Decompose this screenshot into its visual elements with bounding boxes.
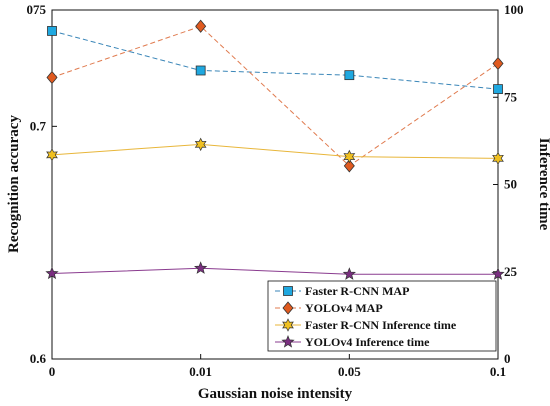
data-point <box>194 261 208 274</box>
series-1 <box>46 19 504 173</box>
data-point <box>491 267 505 280</box>
right-tick-label: 25 <box>504 264 518 279</box>
legend-box <box>267 280 497 352</box>
legend-marker <box>282 301 294 315</box>
x-axis: 0 0.01 0.05 0.1 <box>49 354 506 379</box>
left-axis: 0.6 0.7 075 <box>27 2 57 366</box>
data-point <box>194 137 207 152</box>
x-tick-label: 0 <box>49 364 56 379</box>
series-0 <box>47 26 503 95</box>
data-point <box>195 19 207 33</box>
y-axis-left-title: Recognition accuracy <box>6 115 22 253</box>
series-layer <box>45 19 505 280</box>
right-axis: 0 25 50 75 100 <box>493 2 524 366</box>
series-2 <box>46 137 504 166</box>
data-point <box>45 266 59 280</box>
data-point <box>492 151 504 166</box>
right-tick-label: 0 <box>504 351 511 366</box>
legend-marker <box>281 335 295 348</box>
x-axis-title: Gaussian noise intensity <box>198 386 353 402</box>
data-point <box>46 148 58 162</box>
y-axis-right-title: Inference time <box>536 138 550 231</box>
x-tick-label: 0.01 <box>189 364 212 379</box>
legend-label: YOLOv4 MAP <box>305 301 383 315</box>
series-line <box>51 25 499 167</box>
data-point <box>195 65 206 76</box>
right-tick-label: 75 <box>504 89 518 104</box>
right-tick-label: 50 <box>504 177 517 192</box>
right-tick-label: 100 <box>504 2 524 17</box>
legend-label: Faster R-CNN Inference time <box>305 318 457 332</box>
x-tick-label: 0.1 <box>490 364 506 379</box>
left-tick-label: 0.7 <box>30 118 47 133</box>
x-tick-label: 0.05 <box>338 364 361 379</box>
data-point <box>46 70 58 85</box>
legend-marker <box>283 286 293 296</box>
data-point <box>47 26 57 36</box>
series-3 <box>45 261 505 280</box>
series-line <box>51 143 499 159</box>
data-point <box>342 267 356 280</box>
data-point <box>343 159 355 173</box>
data-point <box>343 149 356 164</box>
legend-label: Faster R-CNN MAP <box>305 284 409 298</box>
legend-marker <box>282 318 294 332</box>
left-tick-label: 0.6 <box>30 351 47 366</box>
series-line <box>51 267 498 275</box>
data-point <box>493 84 503 95</box>
legend-label: YOLOv4 Inference time <box>305 335 430 349</box>
left-tick-label: 075 <box>27 2 47 17</box>
legend: Faster R-CNN MAP YOLOv4 MAP Faster R-CNN I… <box>267 280 497 352</box>
series-line <box>51 30 499 90</box>
data-point <box>344 70 355 81</box>
data-point <box>492 56 504 71</box>
